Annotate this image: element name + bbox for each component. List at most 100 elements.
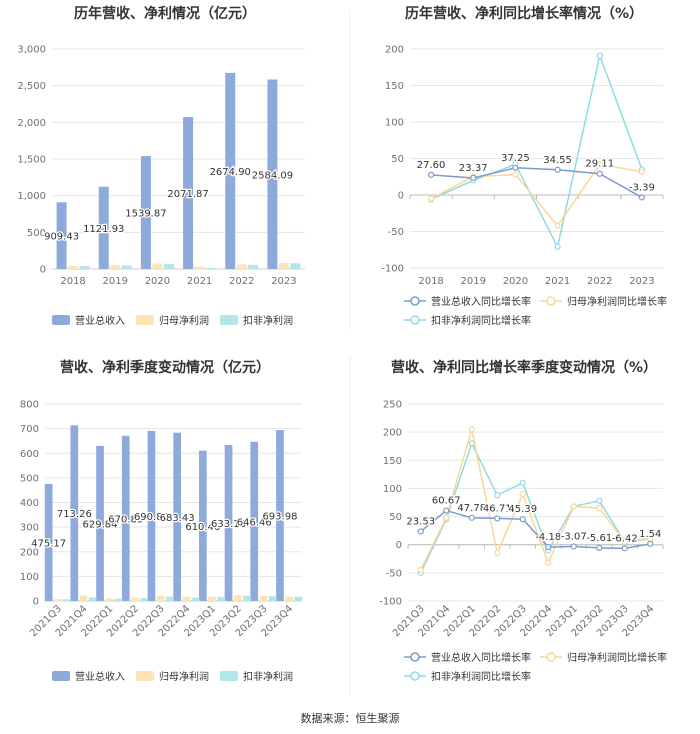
bar-series-3 [191, 597, 200, 601]
x-tick-label: 2020 [503, 276, 528, 287]
y-tick-label: 200 [20, 547, 39, 558]
y-tick-label: 1,500 [17, 155, 46, 166]
legend-marker [52, 315, 70, 325]
line-point-series-1 [647, 540, 654, 547]
data-label: 1.54 [639, 529, 661, 540]
y-tick-label: 2,500 [17, 81, 46, 92]
chart-title: 历年营收、净利情况（亿元） [74, 5, 256, 22]
legend-marker [52, 671, 70, 681]
legend-marker [220, 671, 238, 681]
bar-series-2 [131, 597, 139, 601]
data-label: 60.67 [432, 496, 461, 507]
bar-series-2 [105, 598, 114, 601]
line-series-1 [431, 167, 643, 199]
data-label: 1121.93 [83, 224, 124, 235]
data-label: 610.46 [185, 522, 220, 533]
bar-series-3 [248, 264, 259, 269]
data-label: 629.84 [83, 519, 118, 530]
x-tick-label: 2019 [461, 276, 486, 287]
bar-series-2 [208, 596, 216, 601]
legend-label: 营业总收入 [75, 670, 125, 683]
line-point-series-3 [494, 492, 501, 499]
legend-label: 扣非净利润 [243, 314, 293, 327]
legend-label: 扣非净利润同比增长率 [431, 670, 531, 683]
legend-label: 营业总收入同比增长率 [431, 651, 531, 664]
y-tick-label: 600 [20, 449, 39, 460]
data-label: -4.18 [535, 532, 561, 543]
x-tick-label: 2023 [271, 276, 296, 287]
line-point-series-3 [596, 52, 603, 59]
y-tick-label: 0 [398, 191, 404, 202]
data-label: 45.39 [508, 504, 537, 515]
y-tick-label: 50 [391, 154, 404, 165]
legend-marker [546, 296, 556, 306]
bar-series-3 [243, 595, 251, 601]
chart-1: 历年营收、净利情况（亿元） 0 500 1,000 1,500 2,000 2,500 3,0… [17, 5, 305, 327]
bar-series-1 [267, 79, 278, 270]
bar-series-3 [166, 596, 174, 601]
chart-2: 历年营收、净利同比增长率情况（%） -100 -50 0 50 100 150 200 2018… [381, 5, 667, 327]
bar-series-1 [224, 445, 233, 601]
bar-series-2 [285, 596, 294, 601]
x-tick-label: 2023 [629, 276, 654, 287]
bar-series-3 [79, 266, 90, 269]
legend-marker [410, 296, 420, 306]
line-series-2 [430, 163, 643, 227]
line-point-series-1 [596, 170, 603, 177]
data-label: 29.11 [585, 159, 614, 170]
x-tick-label: 2022 [229, 276, 254, 287]
legend-marker [410, 315, 420, 325]
chart-4: 营收、净利同比增长率季度变动情况（%） -100 -50 0 50 100 150 200 25… [379, 359, 667, 683]
data-label: -5.61 [586, 533, 612, 544]
bar-series-3 [294, 596, 303, 601]
bar-series-2 [182, 596, 191, 601]
line-point-series-1 [494, 515, 501, 522]
line-point-series-1 [545, 543, 552, 551]
bar-series-1 [147, 430, 156, 601]
legend-label: 归母净利润同比增长率 [567, 651, 667, 664]
y-tick-label: 200 [385, 45, 404, 56]
line-point-series-2 [512, 171, 519, 178]
bar-series-2 [236, 264, 247, 269]
y-tick-label: 3,000 [17, 45, 46, 56]
line-point-series-2 [596, 505, 603, 512]
y-tick-label: 400 [20, 498, 39, 509]
legend-marker [136, 315, 154, 325]
line-point-series-2 [638, 168, 646, 175]
bar-series-1 [276, 430, 284, 601]
line-point-series-2 [570, 503, 577, 510]
x-tick-label: 2020 [145, 276, 170, 287]
bar-series-1 [121, 435, 130, 601]
line-point-series-1 [468, 514, 475, 521]
bar-series-2 [68, 265, 79, 269]
data-label: 1539.87 [125, 209, 166, 220]
bar-series-3 [217, 596, 226, 601]
line-series-3 [430, 52, 643, 250]
line-point-series-3 [468, 440, 475, 447]
data-label: 34.55 [543, 155, 572, 166]
bar-series-1 [96, 445, 104, 601]
line-point-series-1 [621, 545, 628, 552]
line-point-series-3 [519, 479, 526, 486]
y-tick-label: -100 [381, 264, 404, 275]
legend-marker [546, 652, 556, 662]
data-label: 633.16 [211, 519, 246, 530]
line-point-series-1 [596, 544, 603, 551]
data-label: 2071.87 [167, 189, 208, 200]
bar-series-1 [198, 450, 207, 601]
y-tick-label: 100 [20, 572, 39, 583]
data-label: 693.98 [262, 512, 297, 523]
bar-series-3 [290, 263, 301, 269]
line-point-series-2 [443, 514, 450, 521]
line-point-series-2 [519, 490, 526, 498]
x-tick-label: 2019 [103, 276, 128, 287]
line-point-series-2 [621, 538, 628, 546]
chart-title: 历年营收、净利同比增长率情况（%） [405, 5, 643, 22]
data-label: 2674.90 [210, 167, 251, 178]
line-point-series-1 [512, 164, 519, 171]
bar-series-2 [110, 265, 121, 269]
bar-series-3 [121, 265, 132, 269]
y-tick-label: 200 [383, 428, 402, 439]
bar-series-2 [259, 596, 268, 601]
chart-3: 营收、净利季度变动情况（亿元） 0 100 200 300 400 500 600 700 800… [20, 359, 303, 683]
